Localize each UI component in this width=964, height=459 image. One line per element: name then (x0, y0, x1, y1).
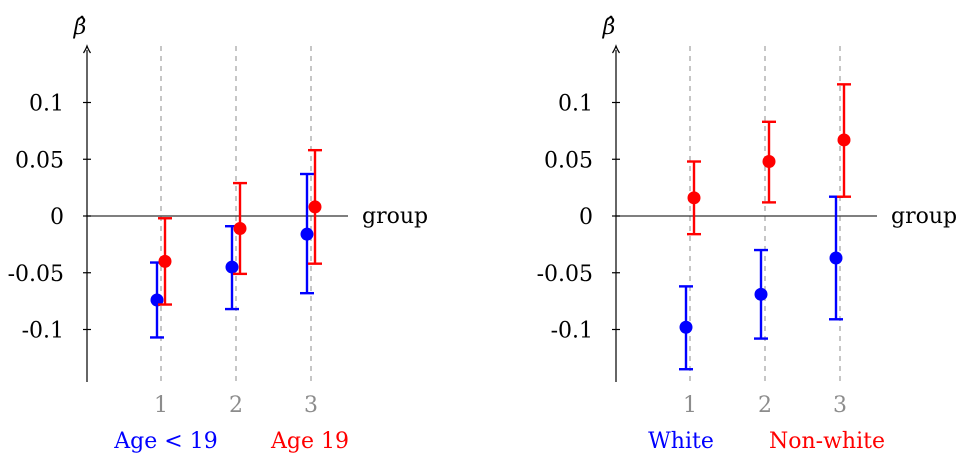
y-tick-label: 0.1 (558, 92, 593, 117)
y-axis-title: β̂ (73, 15, 87, 40)
y-tick-label: 0 (50, 205, 64, 230)
y-tick-label: 0.05 (15, 148, 64, 173)
x-tick-label: 2 (758, 393, 772, 418)
data-point (233, 221, 247, 235)
data-point (762, 155, 776, 169)
chart-panel-left: 0.1 0.05 0 -0.05 -0.1 1 2 3 β̂ group Age < 19 Age 1… (8, 15, 429, 454)
chart-panel-right: 0.1 0.05 0 -0.05 -0.1 1 2 3 β̂ group White Non-whit… (537, 15, 958, 454)
y-tick-label: -0.1 (22, 319, 64, 344)
series-0 (150, 172, 314, 339)
legend-entry: White (648, 429, 714, 454)
y-tick-label: 0.05 (544, 148, 593, 173)
y-tick-label: 0.1 (29, 92, 64, 117)
legend-entry: Age < 19 (113, 429, 217, 454)
data-point (308, 200, 322, 214)
x-tick-label: 1 (154, 393, 168, 418)
y-axis-arrow (611, 44, 621, 54)
y-axis-arrow (82, 44, 92, 54)
x-tick-label: 2 (229, 393, 243, 418)
data-point (158, 254, 172, 268)
x-axis-title: group (891, 204, 957, 229)
data-point (687, 191, 701, 205)
x-tick-label: 1 (683, 393, 697, 418)
y-tick-label: -0.05 (8, 262, 64, 287)
data-point (679, 320, 693, 334)
y-tick-label: -0.1 (551, 319, 593, 344)
legend-entry: Age 19 (270, 429, 349, 454)
data-point (150, 293, 164, 307)
y-tick-label: -0.05 (537, 262, 593, 287)
x-tick-label: 3 (833, 393, 847, 418)
data-point (829, 251, 843, 265)
y-tick-label: 0 (579, 205, 593, 230)
series-0 (679, 195, 843, 371)
legend-entry: Non-white (769, 429, 885, 454)
data-point (300, 227, 314, 241)
series-1 (158, 148, 322, 306)
x-axis-title: group (362, 204, 428, 229)
x-tick-label: 3 (304, 393, 318, 418)
series-1 (687, 83, 851, 236)
y-axis-title: β̂ (602, 15, 616, 40)
data-point (837, 133, 851, 147)
data-point (225, 260, 239, 274)
data-point (754, 287, 768, 301)
